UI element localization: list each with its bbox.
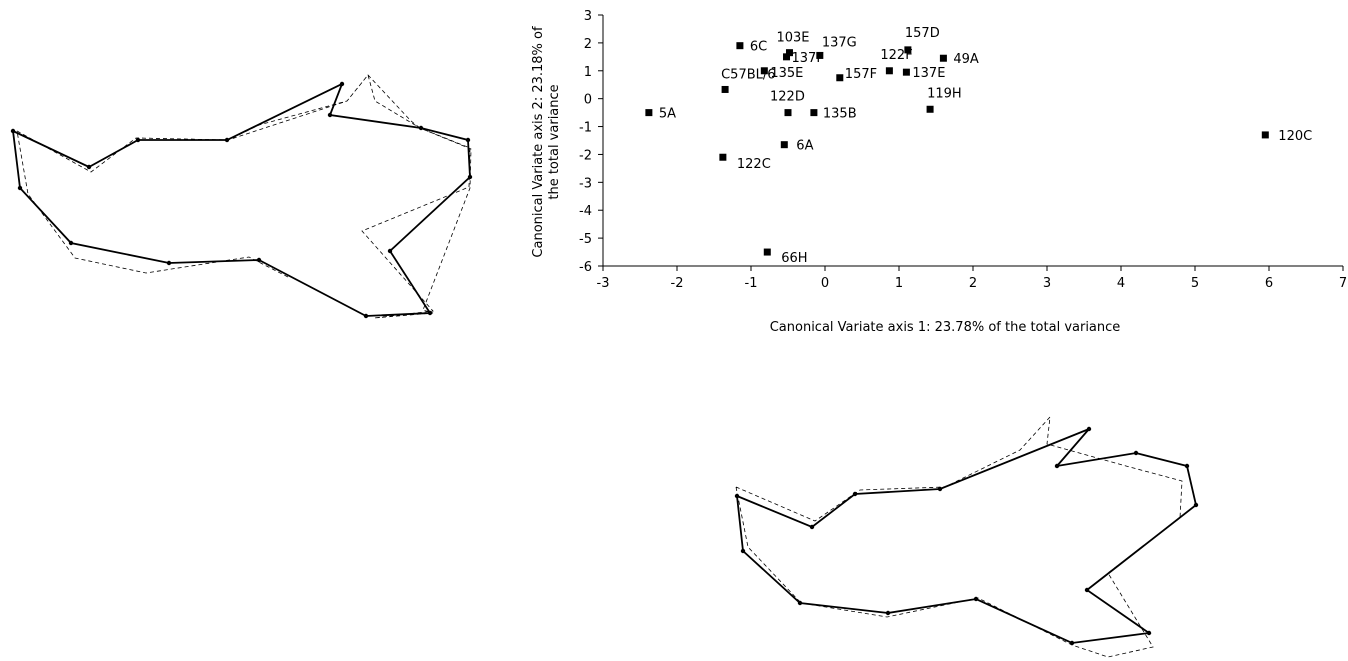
point-label: 135B: [823, 107, 857, 122]
point-label: 122F: [880, 48, 912, 63]
y-tick-label: 1: [584, 65, 592, 80]
data-point: [721, 85, 729, 93]
x-tick-label: 6: [1265, 276, 1273, 291]
data-point: [810, 109, 818, 117]
point-label: 6A: [796, 139, 813, 154]
data-point: [816, 51, 824, 59]
y-tick-label: -1: [579, 121, 592, 136]
point-label: 122D: [770, 90, 805, 105]
data-point: [836, 74, 844, 82]
point-label: 157D: [905, 26, 940, 41]
x-tick-label: 7: [1339, 276, 1347, 291]
scatter-plot: -3 -2 -1 0 1 2 3 4 5 6 7 -6 -5 -4 -3 -2 -1 0 1 2 3 5A 6C 103E…: [531, 9, 1347, 335]
outline-left-nodes: [10, 81, 473, 319]
data-point: [904, 46, 912, 54]
x-tick-label: 0: [821, 276, 829, 291]
point-label: 5A: [659, 107, 676, 122]
data-point: [763, 248, 771, 256]
x-tick-label: 3: [1043, 276, 1051, 291]
outline-left-solid: [12, 82, 471, 317]
y-tick-label: 2: [584, 37, 592, 52]
y-axis-label: Canonical Variate axis 2: 23.18% of the …: [531, 26, 562, 258]
data-point: [1261, 131, 1269, 139]
data-point: [885, 67, 893, 75]
data-point: [760, 67, 768, 75]
x-tick-label: -1: [745, 276, 758, 291]
point-label: 157F: [845, 67, 877, 82]
data-point: [783, 53, 791, 61]
data-point: [939, 54, 947, 62]
data-points: [645, 42, 1269, 256]
x-tick-label: -3: [597, 276, 610, 291]
x-tick-label: 4: [1117, 276, 1125, 291]
x-axis-label: Canonical Variate axis 1: 23.78% of the …: [770, 320, 1121, 335]
point-label: 103E: [776, 31, 809, 46]
data-point: [926, 105, 934, 113]
point-label: 122C: [737, 157, 771, 172]
point-label: 120C: [1278, 129, 1312, 144]
point-label: C57BL/6: [721, 67, 775, 82]
data-point: [780, 141, 788, 149]
data-point: [784, 109, 792, 117]
outline-right-solid: [736, 428, 1198, 644]
data-point: [902, 68, 910, 76]
outline-left-dashed: [16, 74, 472, 319]
outline-diagram-left: [10, 74, 473, 319]
point-label: 119H: [927, 86, 962, 101]
outline-right-nodes: [734, 426, 1199, 646]
x-tick-label: 2: [969, 276, 977, 291]
point-label: 137F: [792, 51, 824, 66]
y-tick-label: -2: [579, 148, 592, 163]
x-ticks: -3 -2 -1 0 1 2 3 4 5 6 7: [597, 266, 1347, 291]
y-tick-label: -4: [579, 204, 592, 219]
y-tick-label: -6: [579, 260, 592, 275]
point-label: 49A: [953, 52, 979, 67]
point-label: 66H: [781, 251, 807, 266]
x-tick-label: -2: [671, 276, 684, 291]
y-axis-label-line1: Canonical Variate axis 2: 23.18% of: [531, 26, 546, 258]
outline-diagram-right: [734, 415, 1199, 658]
y-axis-label-line2: the total variance: [547, 84, 562, 199]
outline-right-dashed: [735, 415, 1183, 658]
point-label: 6C: [750, 40, 767, 55]
y-tick-label: 3: [584, 9, 592, 24]
data-point: [736, 42, 744, 50]
data-point: [719, 153, 727, 161]
y-tick-label: -5: [579, 232, 592, 247]
x-tick-label: 1: [895, 276, 903, 291]
point-label: 135E: [770, 66, 803, 81]
data-point: [645, 109, 653, 117]
data-point: [785, 49, 793, 57]
y-tick-label: 0: [584, 93, 592, 108]
y-tick-label: -3: [579, 176, 592, 191]
point-label: 137G: [822, 35, 857, 50]
x-tick-label: 5: [1191, 276, 1199, 291]
y-ticks: -6 -5 -4 -3 -2 -1 0 1 2 3: [579, 9, 603, 275]
point-label: 137E: [912, 66, 945, 81]
